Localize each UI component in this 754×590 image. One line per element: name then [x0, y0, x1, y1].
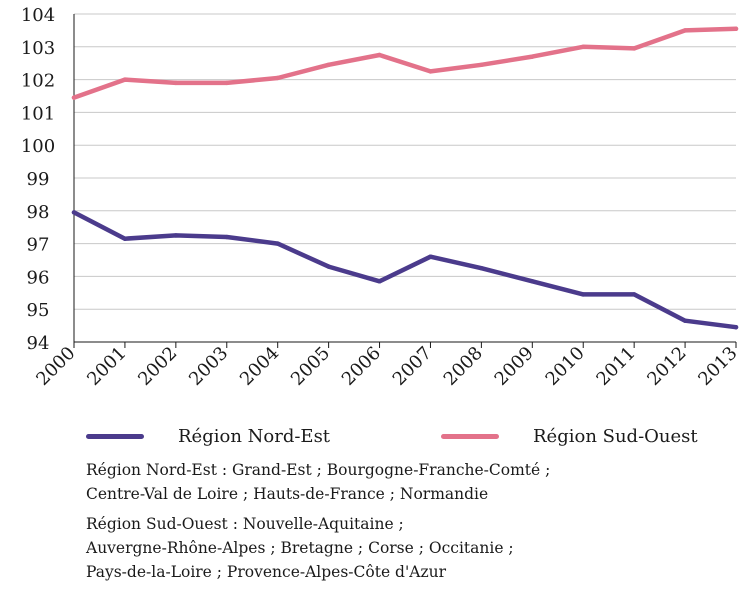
note-line: Centre-Val de Loire ; Hauts-de-France ; … — [86, 485, 489, 503]
legend-swatch-nord-est — [86, 433, 144, 439]
y-tick-label: 98 — [27, 202, 50, 223]
data-point — [326, 62, 331, 68]
data-point — [733, 26, 739, 31]
x-tick-label: 2009 — [491, 343, 538, 390]
x-tick-label: 2005 — [287, 343, 334, 390]
y-tick-label: 104 — [21, 5, 55, 26]
data-point — [173, 80, 179, 86]
note-sud-ouest: Région Sud-Ouest : Nouvelle-Aquitaine ; … — [86, 512, 746, 584]
y-tick-label: 103 — [21, 38, 55, 59]
data-point — [428, 254, 433, 259]
y-tick-label: 101 — [21, 103, 55, 124]
data-point — [682, 28, 688, 33]
y-tick-label: 99 — [27, 169, 50, 190]
data-point — [71, 210, 77, 215]
y-tick-label: 94 — [27, 333, 50, 354]
axes — [73, 14, 737, 348]
data-point — [631, 292, 637, 297]
note-line: Région Sud-Ouest : Nouvelle-Aquitaine ; — [86, 515, 404, 533]
series-line-0 — [71, 210, 739, 330]
x-tick-label: 2007 — [389, 343, 436, 390]
x-tick-label: 2003 — [185, 343, 232, 390]
region-notes: Région Nord-Est : Grand-Est ; Bourgogne-… — [86, 458, 746, 590]
data-point — [581, 292, 586, 297]
note-line: Pays-de-la-Loire ; Provence-Alpes-Côte d… — [86, 563, 446, 581]
x-tick-label: 2006 — [338, 343, 385, 390]
x-tick-label: 2013 — [694, 343, 741, 390]
data-point — [479, 266, 484, 271]
data-point — [275, 241, 280, 246]
note-nord-est: Région Nord-Est : Grand-Est ; Bourgogne-… — [86, 458, 746, 506]
data-point — [428, 69, 433, 74]
legend-swatch-sud-ouest — [441, 433, 499, 439]
x-tick-label: 2001 — [83, 343, 130, 390]
y-tick-label: 100 — [21, 136, 55, 157]
legend: Région Nord-Est Région Sud-Ouest — [0, 418, 754, 454]
data-point — [581, 44, 586, 49]
data-point — [479, 62, 484, 68]
note-line: Auvergne-Rhône-Alpes ; Bretagne ; Corse … — [86, 539, 514, 557]
data-point — [122, 77, 128, 82]
y-tick-label: 96 — [27, 267, 50, 288]
data-point — [326, 264, 331, 269]
data-point — [733, 325, 739, 330]
data-point — [224, 80, 229, 86]
x-tick-labels: 2000 2001 2002 2003 2004 2005 2006 2007 2008 2009… — [32, 343, 741, 390]
data-point — [173, 233, 179, 238]
x-tick-label: 2011 — [592, 343, 639, 390]
data-point — [71, 95, 77, 100]
y-tick-labels: 94 95 96 97 98 99 100 101 102 103 104 — [21, 5, 55, 354]
y-tick-label: 97 — [27, 235, 50, 256]
data-point — [122, 236, 128, 241]
x-tick-label: 2004 — [236, 343, 283, 390]
data-point — [682, 318, 688, 323]
data-point — [530, 279, 535, 284]
data-point — [631, 46, 637, 51]
note-line: Région Nord-Est : Grand-Est ; Bourgogne-… — [86, 461, 551, 479]
data-point — [377, 52, 382, 58]
legend-label-sud-ouest: Région Sud-Ouest — [533, 425, 698, 447]
line-chart: 94 95 96 97 98 99 100 101 102 103 104 2000 2001 2002… — [21, 5, 742, 390]
series-lines — [71, 26, 739, 330]
legend-item-nord-est: Région Nord-Est — [86, 418, 330, 454]
x-tick-label: 2012 — [643, 343, 690, 390]
gridlines — [74, 13, 736, 310]
x-tick-label: 2008 — [440, 343, 487, 390]
data-point — [530, 54, 535, 59]
y-tick-label: 102 — [21, 71, 55, 92]
x-tick-label: 2010 — [542, 343, 589, 390]
data-point — [377, 279, 382, 284]
legend-item-sud-ouest: Région Sud-Ouest — [441, 418, 698, 454]
data-point — [275, 75, 280, 81]
legend-label-nord-est: Région Nord-Est — [178, 425, 331, 447]
y-tick-label: 95 — [27, 300, 50, 321]
data-point — [224, 234, 229, 240]
x-tick-label: 2002 — [134, 343, 181, 390]
series-line-1 — [71, 26, 739, 100]
